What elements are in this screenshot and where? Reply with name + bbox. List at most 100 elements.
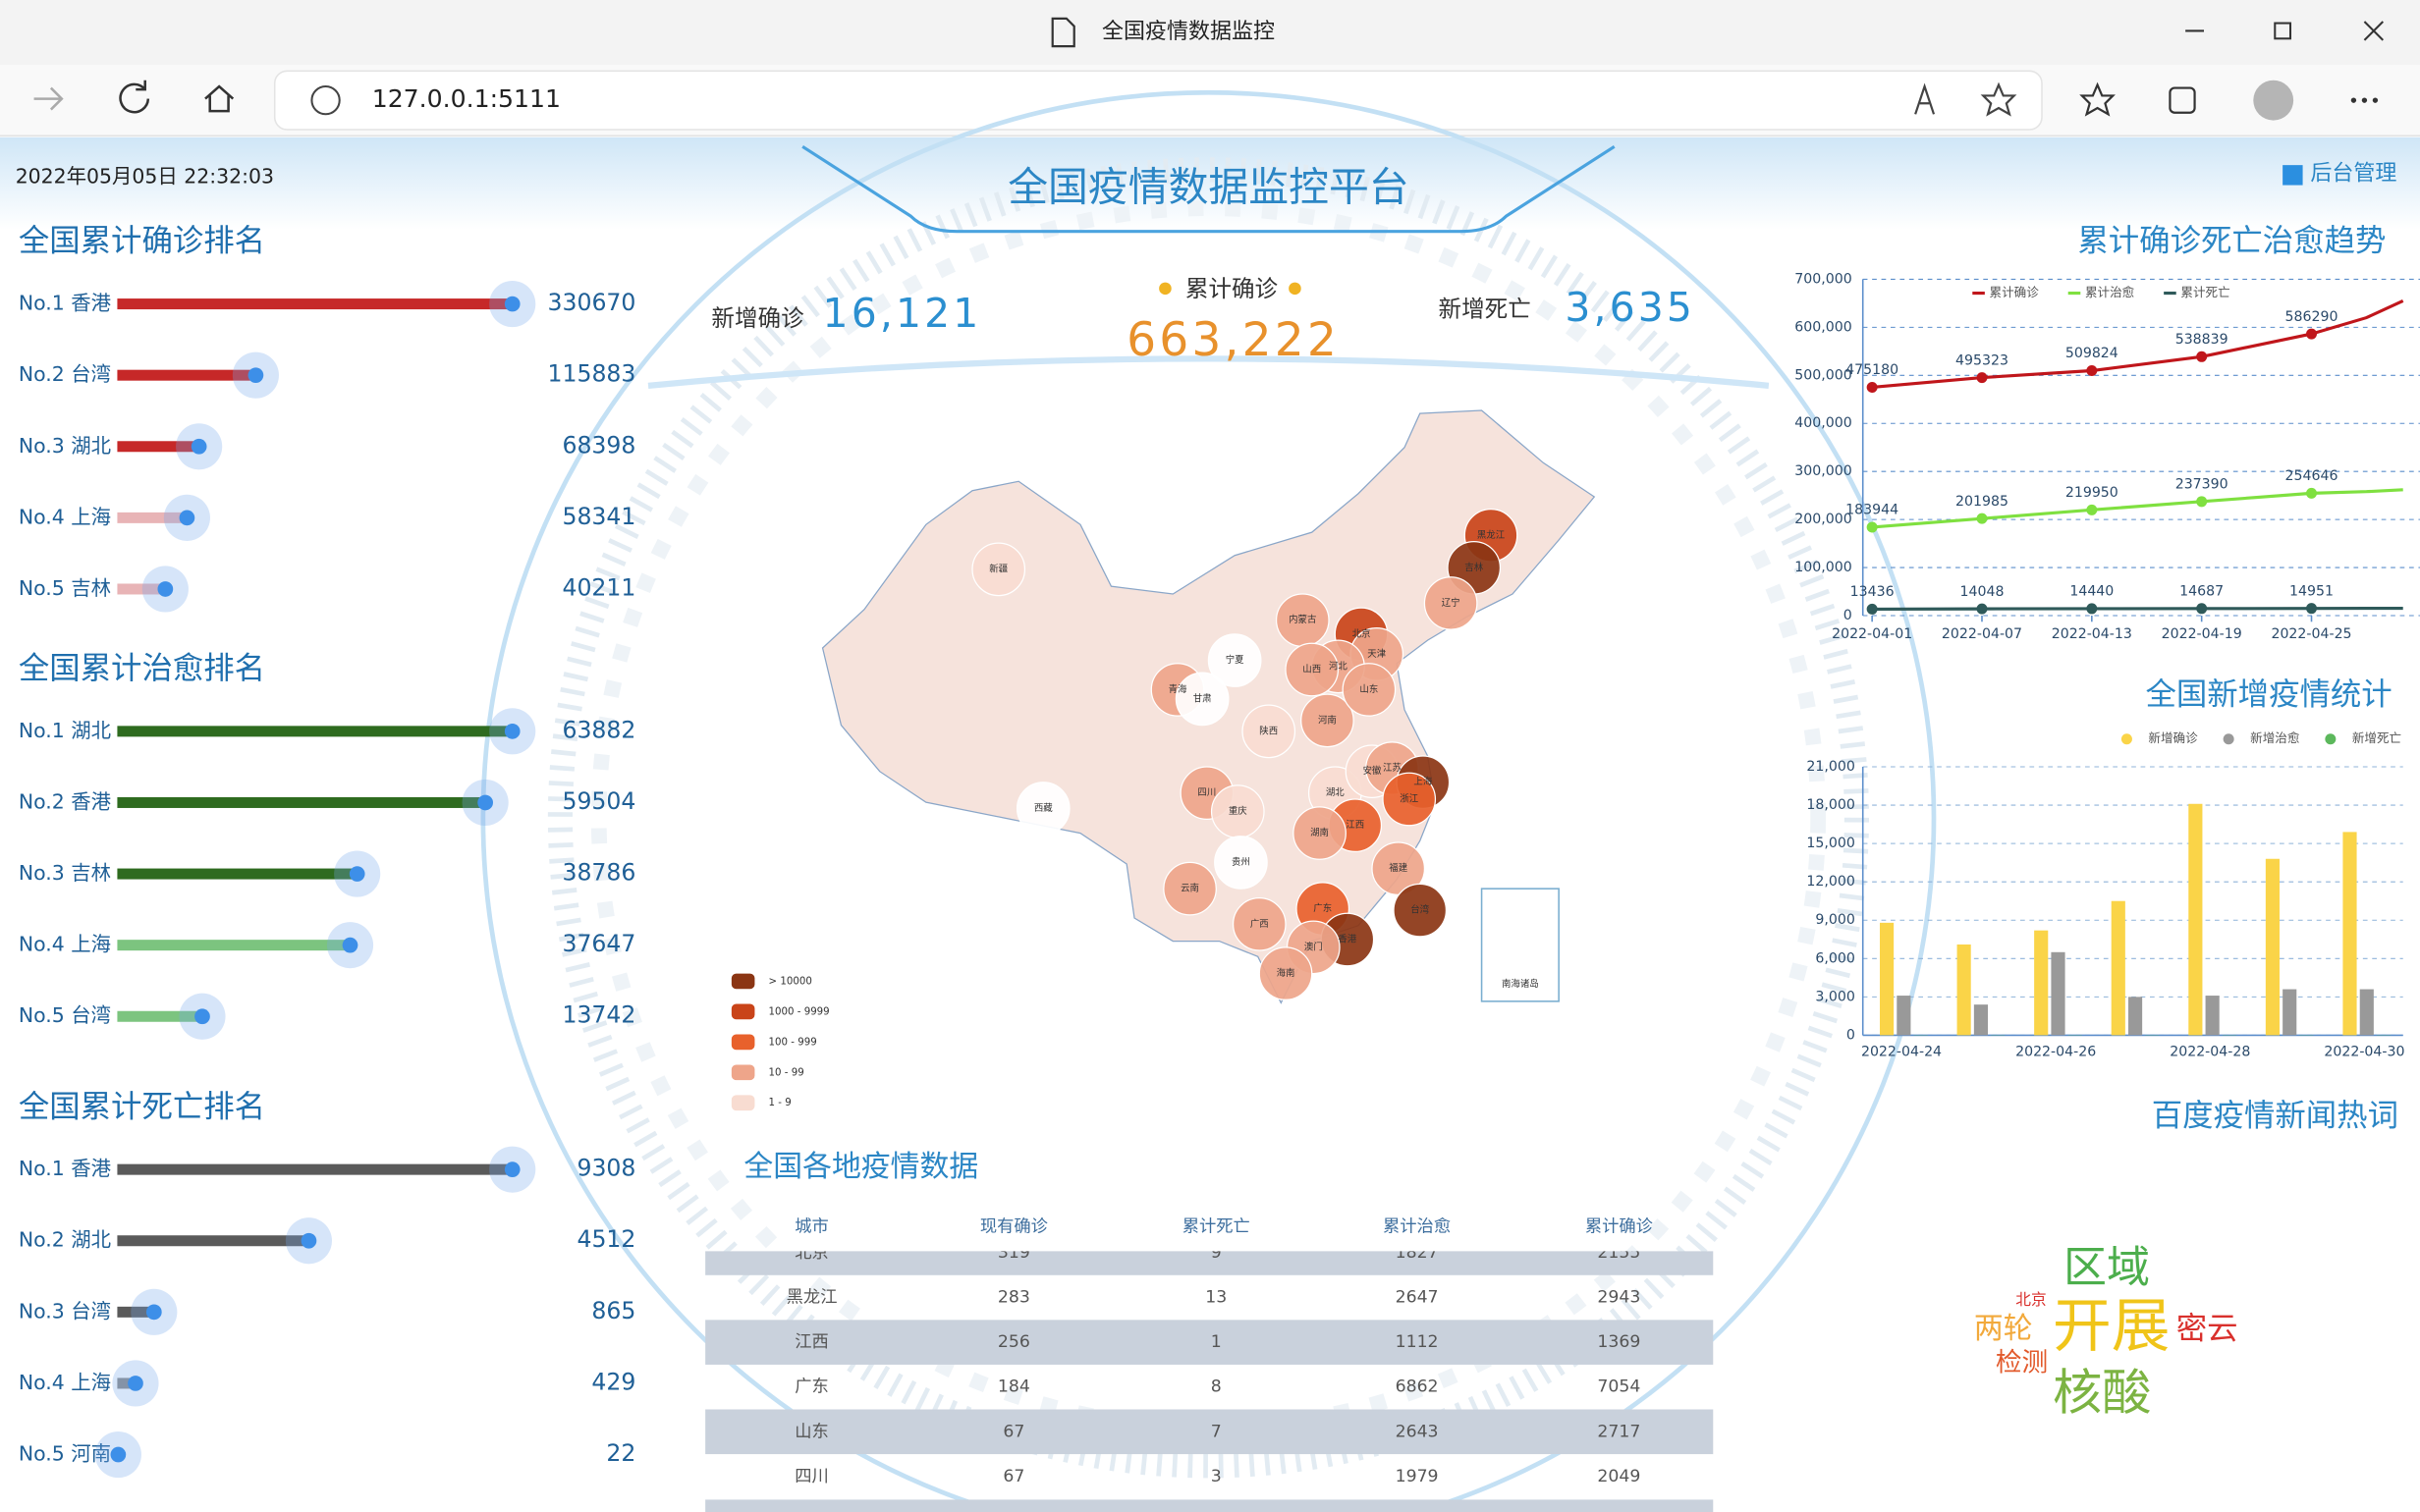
ranking-label: No.2 台湾 (19, 362, 111, 386)
data-label: 509824 (2065, 346, 2118, 361)
ranking-bar (117, 1377, 136, 1389)
province-label: 山东 (1359, 683, 1378, 695)
word: 开展 (2053, 1293, 2170, 1361)
province-label: 内蒙古 (1289, 614, 1316, 625)
y-tick-label: 0 (1843, 608, 1852, 623)
profile-button[interactable] (2253, 80, 2294, 121)
bar-knob (349, 866, 365, 882)
x-tick-label: 2022-04-24 (1861, 1045, 1942, 1060)
deco-arc (647, 355, 1770, 389)
bar-knob (128, 1376, 143, 1391)
ranking-bar (117, 441, 199, 453)
table-cell: 2155 (1597, 1243, 1640, 1263)
ranking-label: No.5 台湾 (19, 1003, 111, 1027)
word: 两轮 (1974, 1312, 2033, 1346)
province-label: 四川 (1197, 787, 1216, 798)
x-tick-label: 2022-04-07 (1942, 626, 2022, 642)
ranking-value: 58341 (562, 503, 635, 530)
bar (1880, 922, 1895, 1036)
table-row-bg (705, 1251, 1714, 1275)
table-cell: 8 (1211, 1377, 1222, 1397)
stat-dot (1289, 282, 1301, 296)
data-label: 254646 (2285, 468, 2338, 484)
province (1258, 946, 1313, 1000)
y-tick-label: 0 (1846, 1027, 1855, 1043)
legend-label: 累计死亡 (2180, 285, 2229, 299)
province (1016, 782, 1071, 836)
table-cell: 山东 (795, 1422, 829, 1441)
point (2306, 487, 2318, 499)
legend-swatch (731, 1003, 755, 1020)
chart-title: 累计确诊死亡治愈趋势 (2077, 224, 2386, 259)
province-label: 浙江 (1400, 793, 1418, 805)
table-cell: 江西 (795, 1332, 829, 1352)
province-label: 吉林 (1464, 562, 1483, 573)
inset-label: 南海诸岛 (1502, 978, 1539, 990)
data-label: 14687 (2179, 584, 2224, 600)
data-label: 219950 (2065, 485, 2118, 501)
ranking-bar (117, 583, 166, 595)
legend-swatch (731, 1034, 755, 1051)
province-label: 云南 (1181, 883, 1199, 894)
ranking-value: 865 (591, 1297, 635, 1324)
table-cell: 67 (1003, 1422, 1024, 1441)
province-label: 广东 (1313, 902, 1332, 914)
back-button[interactable] (33, 86, 64, 111)
data-label: 475180 (1845, 362, 1898, 378)
restore-button[interactable] (2274, 22, 2292, 40)
table-row-bg (705, 1499, 1714, 1512)
data-label: 201985 (1955, 494, 2008, 510)
point (2196, 351, 2208, 362)
legend-label: 100 - 999 (769, 1037, 817, 1048)
admin-link[interactable]: 后台管理 (2310, 162, 2396, 187)
legend-dot (2325, 733, 2337, 745)
stat-label: 累计确诊 (1185, 275, 1279, 302)
read-aloud-button[interactable] (1914, 82, 1936, 115)
favorites-button[interactable] (2079, 81, 2116, 117)
bar (2342, 832, 2357, 1036)
province (1342, 663, 1397, 717)
province-label: 新疆 (989, 563, 1008, 574)
legend-label: 累计确诊 (1990, 285, 2040, 299)
province (1285, 642, 1340, 697)
bar (2034, 930, 2049, 1036)
province-label: 上海 (1413, 776, 1432, 787)
point (2196, 496, 2208, 508)
collections-button[interactable] (2169, 86, 2196, 114)
stat-dot (1159, 282, 1172, 296)
add-favorite-button[interactable] (1980, 81, 2017, 117)
ranking-label: No.1 香港 (19, 1157, 111, 1180)
ranking-bar (117, 940, 351, 951)
bar-knob (145, 1304, 162, 1321)
table-cell: 13 (1205, 1288, 1227, 1308)
ranking-title: 全国累计确诊排名 (19, 224, 265, 259)
province-label: 黑龙江 (1477, 529, 1506, 541)
ranking-label: No.5 吉林 (19, 576, 111, 600)
ranking-bar (117, 369, 256, 381)
data-label: 586290 (2285, 309, 2338, 325)
close-button[interactable] (2363, 21, 2385, 41)
point (2086, 504, 2098, 515)
point (2196, 603, 2208, 615)
reload-button[interactable] (119, 80, 150, 114)
page-title: 全国疫情数据监控平台 (1008, 163, 1408, 210)
ranking-bar (117, 512, 188, 523)
home-button[interactable] (204, 84, 235, 113)
table-header: 现有确诊 (980, 1216, 1048, 1236)
bar-knob (342, 937, 358, 953)
site-info-icon[interactable] (310, 84, 341, 116)
table-cell: 9 (1211, 1243, 1222, 1263)
table-cell: 2643 (1396, 1422, 1439, 1441)
point (1976, 603, 1988, 615)
province-label: 陕西 (1259, 725, 1278, 736)
table-cell: 1 (1211, 1332, 1222, 1352)
admin-icon[interactable] (2282, 165, 2303, 186)
ranking-bar (117, 298, 513, 310)
url[interactable]: 127.0.0.1:5111 (372, 84, 561, 113)
bar (2188, 803, 2203, 1036)
bar (2128, 997, 2143, 1036)
table-cell: 319 (998, 1243, 1030, 1263)
address-bar[interactable] (273, 70, 2043, 131)
table-cell: 2049 (1597, 1467, 1640, 1486)
more-button[interactable] (2350, 97, 2379, 103)
